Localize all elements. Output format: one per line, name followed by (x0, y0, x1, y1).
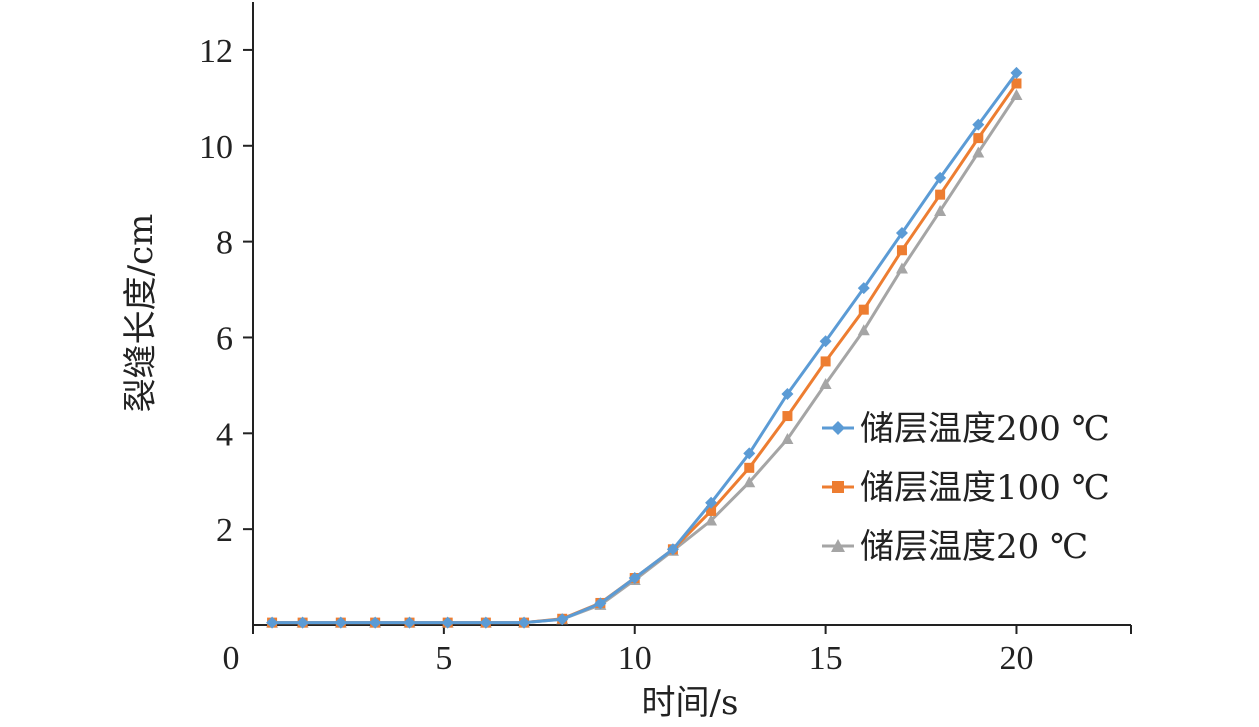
data-point (831, 539, 845, 552)
data-point (858, 304, 869, 315)
data-point (1010, 88, 1023, 100)
y-tick-label: 8 (216, 225, 233, 262)
legend-item: 储层温度200 ℃ (822, 409, 1110, 449)
data-point (479, 616, 492, 629)
data-point (935, 189, 946, 200)
data-point (334, 616, 347, 629)
x-ticks: 0 5 10 15 20 (223, 625, 1132, 677)
data-point (819, 335, 832, 348)
y-tick-label: 2 (216, 512, 233, 549)
y-axis-title: 裂缝长度/cm (121, 214, 161, 413)
data-point (819, 377, 832, 389)
data-point (369, 616, 382, 629)
legend-label: 储层温度20 ℃ (860, 527, 1088, 567)
data-point (972, 118, 985, 131)
y-ticks: 2 4 6 8 10 12 (199, 33, 253, 549)
x-tick-label: 5 (435, 640, 452, 677)
data-point (1010, 66, 1023, 79)
data-point (296, 616, 309, 629)
data-point (895, 262, 908, 274)
data-point (705, 514, 718, 526)
data-point (743, 447, 756, 460)
x-tick-label: 10 (618, 640, 652, 677)
x-tick-label: 0 (223, 640, 240, 677)
series (266, 66, 1023, 629)
data-point (705, 496, 718, 509)
x-tick-label: 15 (809, 640, 843, 677)
legend-label: 储层温度200 ℃ (860, 409, 1110, 449)
data-point (706, 505, 717, 516)
data-point (781, 433, 794, 445)
data-point (628, 572, 641, 585)
data-point (441, 616, 454, 629)
data-point (744, 462, 755, 473)
data-point (831, 421, 845, 435)
y-tick-label: 4 (216, 416, 233, 453)
series-layer (266, 66, 1023, 629)
data-point (743, 476, 756, 488)
data-point (973, 133, 984, 144)
legend-label: 储层温度100 ℃ (860, 468, 1110, 508)
y-tick-label: 12 (199, 33, 233, 70)
data-point (972, 146, 985, 158)
data-point (782, 411, 793, 422)
data-point (403, 616, 416, 629)
data-point (820, 356, 831, 367)
data-point (896, 245, 907, 256)
data-point (895, 226, 908, 239)
data-point (857, 324, 870, 336)
data-point (556, 613, 569, 626)
legend-item: 储层温度20 ℃ (822, 527, 1088, 567)
data-point (832, 481, 844, 493)
data-point (518, 616, 531, 629)
data-point (934, 171, 947, 184)
y-tick-label: 6 (216, 320, 233, 357)
data-point (781, 388, 794, 401)
y-tick-label: 10 (199, 129, 233, 166)
data-point (1011, 78, 1022, 89)
legend: 储层温度200 ℃ 储层温度100 ℃ 储层温度20 ℃ (822, 409, 1110, 567)
data-point (666, 543, 679, 556)
data-point (934, 204, 947, 216)
data-point (857, 282, 870, 295)
x-axis-title: 时间/s (642, 683, 739, 723)
axes (252, 2, 1131, 626)
legend-item: 储层温度100 ℃ (822, 468, 1110, 508)
data-point (594, 597, 607, 610)
x-tick-label: 20 (999, 640, 1033, 677)
data-point (266, 616, 279, 629)
